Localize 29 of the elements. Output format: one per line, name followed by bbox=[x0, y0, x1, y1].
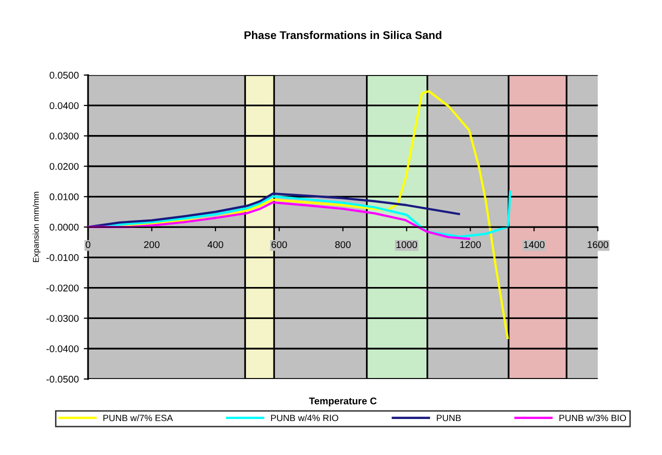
line-series bbox=[88, 201, 470, 240]
chart-title: Phase Transformations in Silica Sand bbox=[244, 30, 442, 40]
y-tick-label: -0.0300 bbox=[46, 314, 79, 322]
y-axis-title: Expansion mm/mm bbox=[32, 192, 40, 262]
legend-label: PUNB w/4% RIO bbox=[271, 414, 338, 422]
y-tick-label: -0.0400 bbox=[46, 345, 79, 352]
x-tick-label: 1600 bbox=[588, 241, 608, 248]
x-tick-label: 400 bbox=[208, 241, 224, 248]
legend-label: PUNB w/7% ESA bbox=[103, 414, 173, 422]
y-tick-label: 0.0300 bbox=[50, 132, 79, 140]
x-tick-label: 1000 bbox=[396, 241, 418, 248]
y-tick-label: 0.0200 bbox=[50, 162, 79, 170]
x-axis-title: Temperature C bbox=[309, 398, 377, 406]
x-tick-label: 600 bbox=[272, 241, 287, 248]
y-tick-label: -0.0200 bbox=[46, 284, 79, 292]
x-tick-label: 1200 bbox=[460, 241, 481, 248]
x-tick-label: 1400 bbox=[524, 241, 545, 248]
y-tick-label: 0.0100 bbox=[50, 193, 79, 200]
y-tick-label: 0.0000 bbox=[50, 224, 79, 231]
y-tick-label: 0.0500 bbox=[50, 72, 79, 79]
line-series bbox=[88, 192, 460, 228]
legend-label: PUNB bbox=[436, 414, 461, 422]
x-tick-label: 0 bbox=[86, 241, 90, 248]
x-tick-label: 200 bbox=[144, 241, 160, 248]
x-tick-label: 800 bbox=[335, 241, 351, 248]
y-tick-label: -0.0100 bbox=[46, 254, 79, 262]
legend-label: PUNB w/3% BIO bbox=[559, 414, 626, 422]
y-tick-label: -0.0500 bbox=[46, 376, 79, 383]
y-tick-label: 0.0400 bbox=[50, 102, 79, 110]
